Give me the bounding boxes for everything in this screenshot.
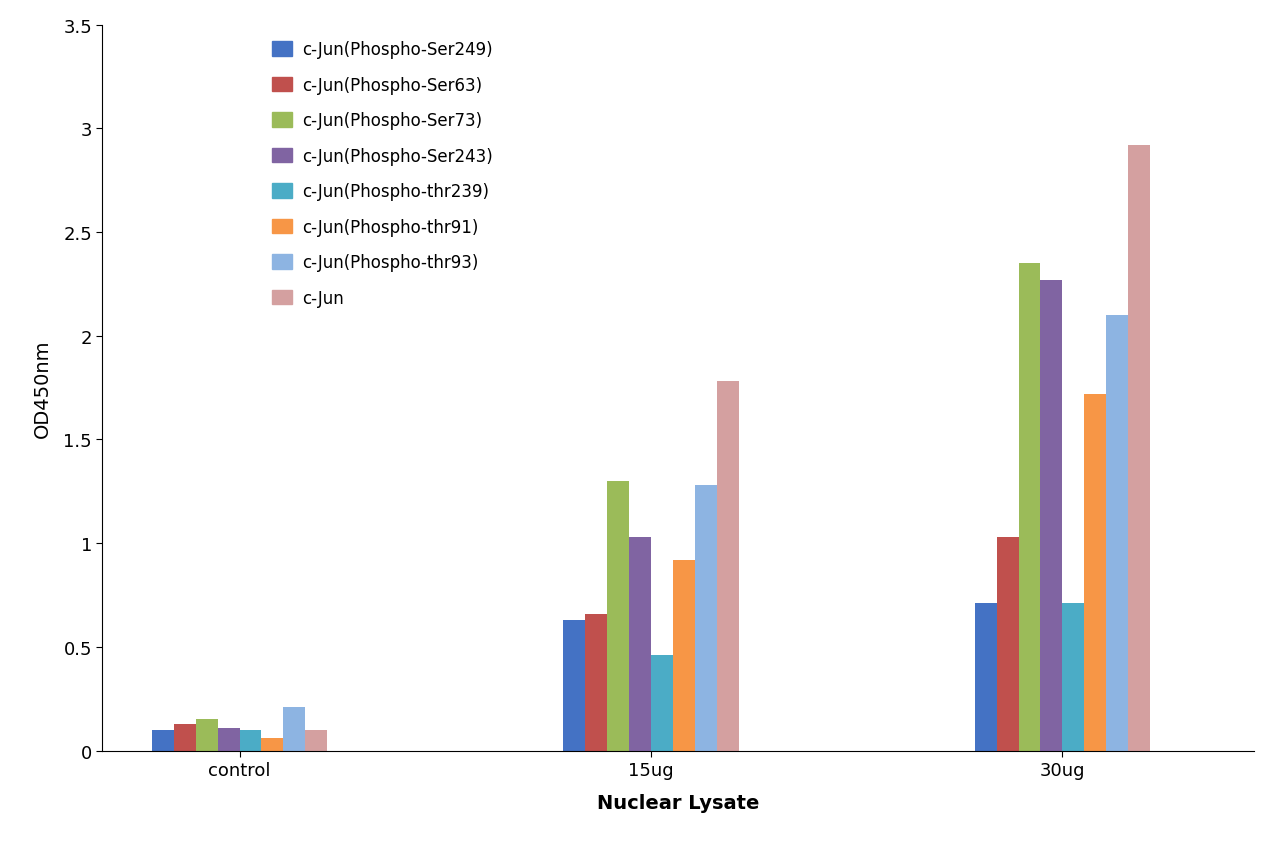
Bar [1084, 394, 1106, 751]
X-axis label: Nuclear Lysate: Nuclear Lysate [598, 793, 759, 812]
Bar [1128, 146, 1151, 751]
Bar [1019, 264, 1041, 751]
Bar [1106, 316, 1128, 751]
Bar [717, 382, 739, 751]
Bar [607, 481, 628, 751]
Bar [673, 560, 695, 751]
Bar [695, 485, 717, 751]
Bar [239, 730, 261, 751]
Bar [218, 728, 239, 751]
Bar [196, 720, 218, 751]
Y-axis label: OD450nm: OD450nm [33, 339, 52, 438]
Bar [997, 537, 1019, 751]
Bar [261, 738, 283, 751]
Bar [652, 655, 673, 751]
Bar [174, 723, 196, 751]
Bar [283, 707, 306, 751]
Bar [974, 604, 997, 751]
Bar [306, 730, 328, 751]
Bar [628, 537, 652, 751]
Bar [1041, 281, 1062, 751]
Bar [563, 620, 585, 751]
Legend: c-Jun(Phospho-Ser249), c-Jun(Phospho-Ser63), c-Jun(Phospho-Ser73), c-Jun(Phospho: c-Jun(Phospho-Ser249), c-Jun(Phospho-Ser… [273, 41, 493, 307]
Bar [1062, 604, 1084, 751]
Bar [152, 730, 174, 751]
Bar [585, 614, 607, 751]
